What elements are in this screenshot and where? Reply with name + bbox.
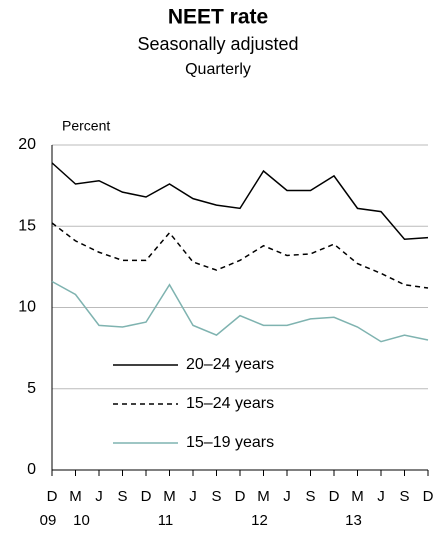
x-tick-label: J [95,488,103,505]
year-label: 12 [251,512,268,529]
x-tick-label: D [329,488,340,505]
chart-title: NEET rate [168,6,268,29]
x-tick-label: M [257,488,270,505]
y-tick-label: 15 [18,217,36,234]
series-line [51,222,429,289]
legend-label: 20–24 years [186,356,274,373]
x-tick-label: S [399,488,409,505]
year-label: 11 [158,512,174,529]
x-tick-label: J [189,488,197,505]
x-tick-label: S [211,488,221,505]
x-tick-label: J [377,488,385,505]
x-tick-label: S [117,488,127,505]
x-tick-label: M [163,488,176,505]
year-label: 10 [73,512,90,529]
chart-subtitle: Seasonally adjusted [137,34,298,54]
legend-label: 15–19 years [186,434,274,451]
series-line [51,280,429,343]
x-tick-label: D [47,488,58,505]
x-tick-label: J [283,488,291,505]
legend-label: 15–24 years [186,395,274,412]
y-unit-label: Percent [62,118,110,134]
year-label: 09 [40,512,57,529]
x-tick-label: D [235,488,246,505]
x-tick-label: S [305,488,315,505]
y-tick-label: 5 [27,380,36,397]
year-label: 13 [345,512,362,529]
x-tick-label: D [423,488,434,505]
series-line [51,162,429,241]
x-tick-label: M [351,488,364,505]
y-tick-label: 0 [27,461,36,478]
frequency-label: Quarterly [185,61,251,78]
y-tick-label: 10 [18,299,36,316]
y-tick-label: 20 [18,136,36,153]
x-tick-label: D [141,488,152,505]
x-tick-label: M [69,488,82,505]
